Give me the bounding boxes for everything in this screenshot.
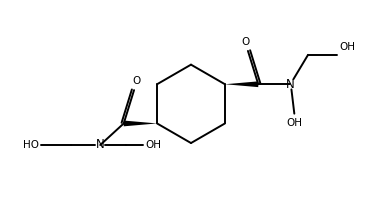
Text: O: O	[132, 76, 140, 86]
Text: N: N	[286, 78, 295, 91]
Polygon shape	[124, 121, 157, 126]
Text: OH: OH	[286, 118, 302, 128]
Text: O: O	[242, 37, 250, 47]
Text: HO: HO	[23, 140, 39, 150]
Polygon shape	[225, 81, 258, 87]
Text: N: N	[96, 138, 105, 152]
Text: OH: OH	[340, 42, 356, 52]
Text: OH: OH	[146, 140, 162, 150]
